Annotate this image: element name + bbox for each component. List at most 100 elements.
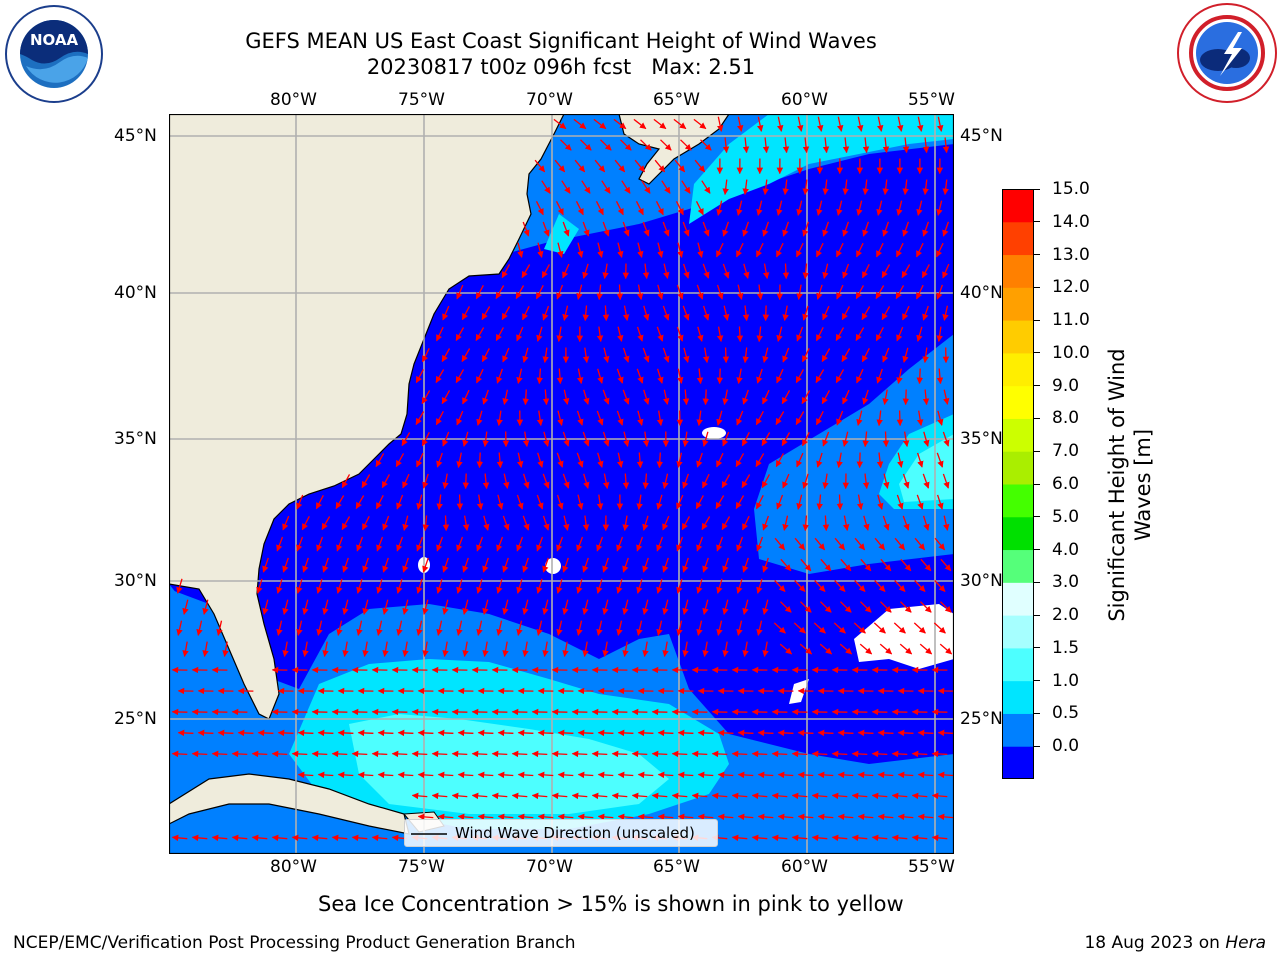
wind-wave-arrow — [851, 750, 868, 758]
colorbar-tick-mark — [1034, 254, 1040, 256]
wind-wave-arrow — [815, 369, 825, 384]
wind-wave-arrow — [511, 750, 528, 758]
colorbar-tick-label: 11.0 — [1052, 310, 1090, 331]
wind-wave-arrow — [899, 643, 913, 655]
wind-wave-arrow — [896, 410, 904, 427]
wind-wave-arrow — [502, 641, 509, 658]
wind-wave-arrow — [596, 620, 603, 636]
wind-wave-arrow — [781, 432, 791, 447]
lon-label-bottom: 55°W — [908, 857, 955, 877]
wind-wave-arrow — [516, 578, 523, 594]
lon-label-bottom: 60°W — [781, 857, 828, 877]
wind-wave-arrow — [717, 771, 734, 779]
wind-wave-arrow — [442, 557, 449, 573]
wind-wave-arrow — [936, 326, 943, 343]
wind-wave-arrow — [441, 390, 451, 405]
wind-wave-arrow — [622, 305, 630, 322]
colorbar-tick-label: 6.0 — [1052, 474, 1080, 494]
wind-wave-arrow — [711, 750, 728, 758]
wind-wave-arrow — [921, 264, 930, 279]
wind-wave-arrow — [736, 368, 743, 385]
wind-wave-arrow — [717, 116, 724, 132]
wind-wave-arrow — [836, 242, 844, 258]
wind-wave-arrow — [762, 221, 770, 237]
wind-wave-arrow — [821, 390, 830, 405]
wind-wave-arrow — [695, 495, 704, 510]
wind-wave-arrow — [822, 473, 829, 490]
wave-zone-1.5-2.0-bahamas — [349, 714, 669, 814]
wind-wave-arrow — [822, 515, 830, 532]
wind-wave-arrow — [791, 750, 808, 758]
colorbar-tick-label: 3.0 — [1052, 572, 1080, 593]
wind-wave-arrow — [875, 285, 885, 300]
wind-wave-arrow — [936, 452, 944, 468]
wind-wave-arrow — [717, 729, 734, 737]
wind-wave-arrow — [555, 201, 564, 216]
wind-wave-arrow — [816, 200, 823, 216]
wind-wave-arrow — [833, 622, 846, 634]
wind-wave-arrows — [171, 116, 954, 842]
wind-wave-arrow — [911, 750, 928, 758]
wind-wave-arrow — [371, 834, 388, 842]
wind-wave-arrow — [936, 284, 944, 300]
wind-wave-arrow — [562, 305, 569, 321]
wind-wave-arrow — [580, 139, 592, 151]
wind-wave-arrow — [936, 200, 943, 216]
wind-wave-arrow — [456, 284, 464, 300]
wind-wave-arrow — [776, 242, 784, 258]
lat-label-right: 25°N — [960, 709, 1003, 729]
wind-wave-arrow — [643, 305, 650, 321]
wind-wave-arrow — [655, 201, 664, 216]
wind-wave-arrow — [781, 390, 791, 405]
wind-wave-arrow — [931, 750, 948, 758]
wind-wave-arrow — [917, 116, 924, 132]
wind-wave-arrow — [877, 813, 894, 821]
wind-wave-arrow — [936, 494, 944, 510]
wind-wave-arrow — [476, 452, 484, 469]
wind-wave-arrow — [857, 729, 874, 737]
wind-wave-arrow — [576, 410, 584, 426]
wave-zone-1.0-1.5-gulf-maine — [689, 114, 954, 224]
wind-wave-arrow — [863, 515, 870, 531]
wind-wave-arrow — [431, 792, 448, 800]
wind-wave-arrow — [522, 221, 530, 237]
wind-wave-arrow — [862, 431, 869, 448]
wind-wave-arrow — [537, 771, 554, 779]
wind-wave-arrow — [375, 453, 385, 468]
wind-wave-arrow — [801, 348, 810, 363]
wind-wave-arrow — [436, 452, 443, 468]
colorbar-tick-label: 10.0 — [1052, 342, 1090, 363]
colorbar — [1002, 189, 1034, 779]
wind-wave-arrow — [574, 159, 586, 173]
wind-wave-arrow — [737, 116, 744, 132]
wind-wave-arrow — [742, 641, 749, 658]
wind-wave-arrow — [296, 620, 303, 636]
wind-wave-arrow — [637, 771, 654, 779]
wind-wave-arrow — [482, 389, 489, 405]
wind-wave-arrow — [435, 411, 444, 426]
wind-wave-arrow — [839, 643, 853, 655]
wind-wave-arrow — [859, 643, 873, 655]
wind-wave-arrow — [341, 474, 351, 489]
wind-wave-arrow — [657, 813, 674, 821]
wind-wave-arrow — [771, 834, 788, 842]
colorbar-segment — [1002, 254, 1034, 288]
wind-wave-arrow — [860, 558, 872, 572]
wind-wave-arrow — [476, 620, 483, 636]
wind-wave-arrow — [756, 368, 763, 384]
wind-wave-arrow — [822, 221, 830, 237]
wind-wave-arrow — [563, 515, 570, 531]
wind-wave-arrow — [836, 410, 844, 426]
wind-wave-arrow — [877, 729, 894, 737]
wind-wave-arrow — [836, 200, 843, 216]
wind-wave-arrow — [856, 410, 863, 426]
wind-wave-arrow — [920, 558, 932, 572]
wind-wave-arrow — [822, 305, 830, 321]
wind-wave-arrow — [693, 118, 707, 130]
wind-wave-arrow — [854, 537, 866, 551]
wind-wave-arrow — [656, 410, 664, 427]
sea-ice-caption: Sea Ice Concentration > 15% is shown in … — [318, 892, 904, 916]
wind-wave-arrow — [576, 368, 584, 385]
wind-wave-arrow — [722, 641, 729, 658]
wind-wave-arrow — [497, 813, 514, 821]
